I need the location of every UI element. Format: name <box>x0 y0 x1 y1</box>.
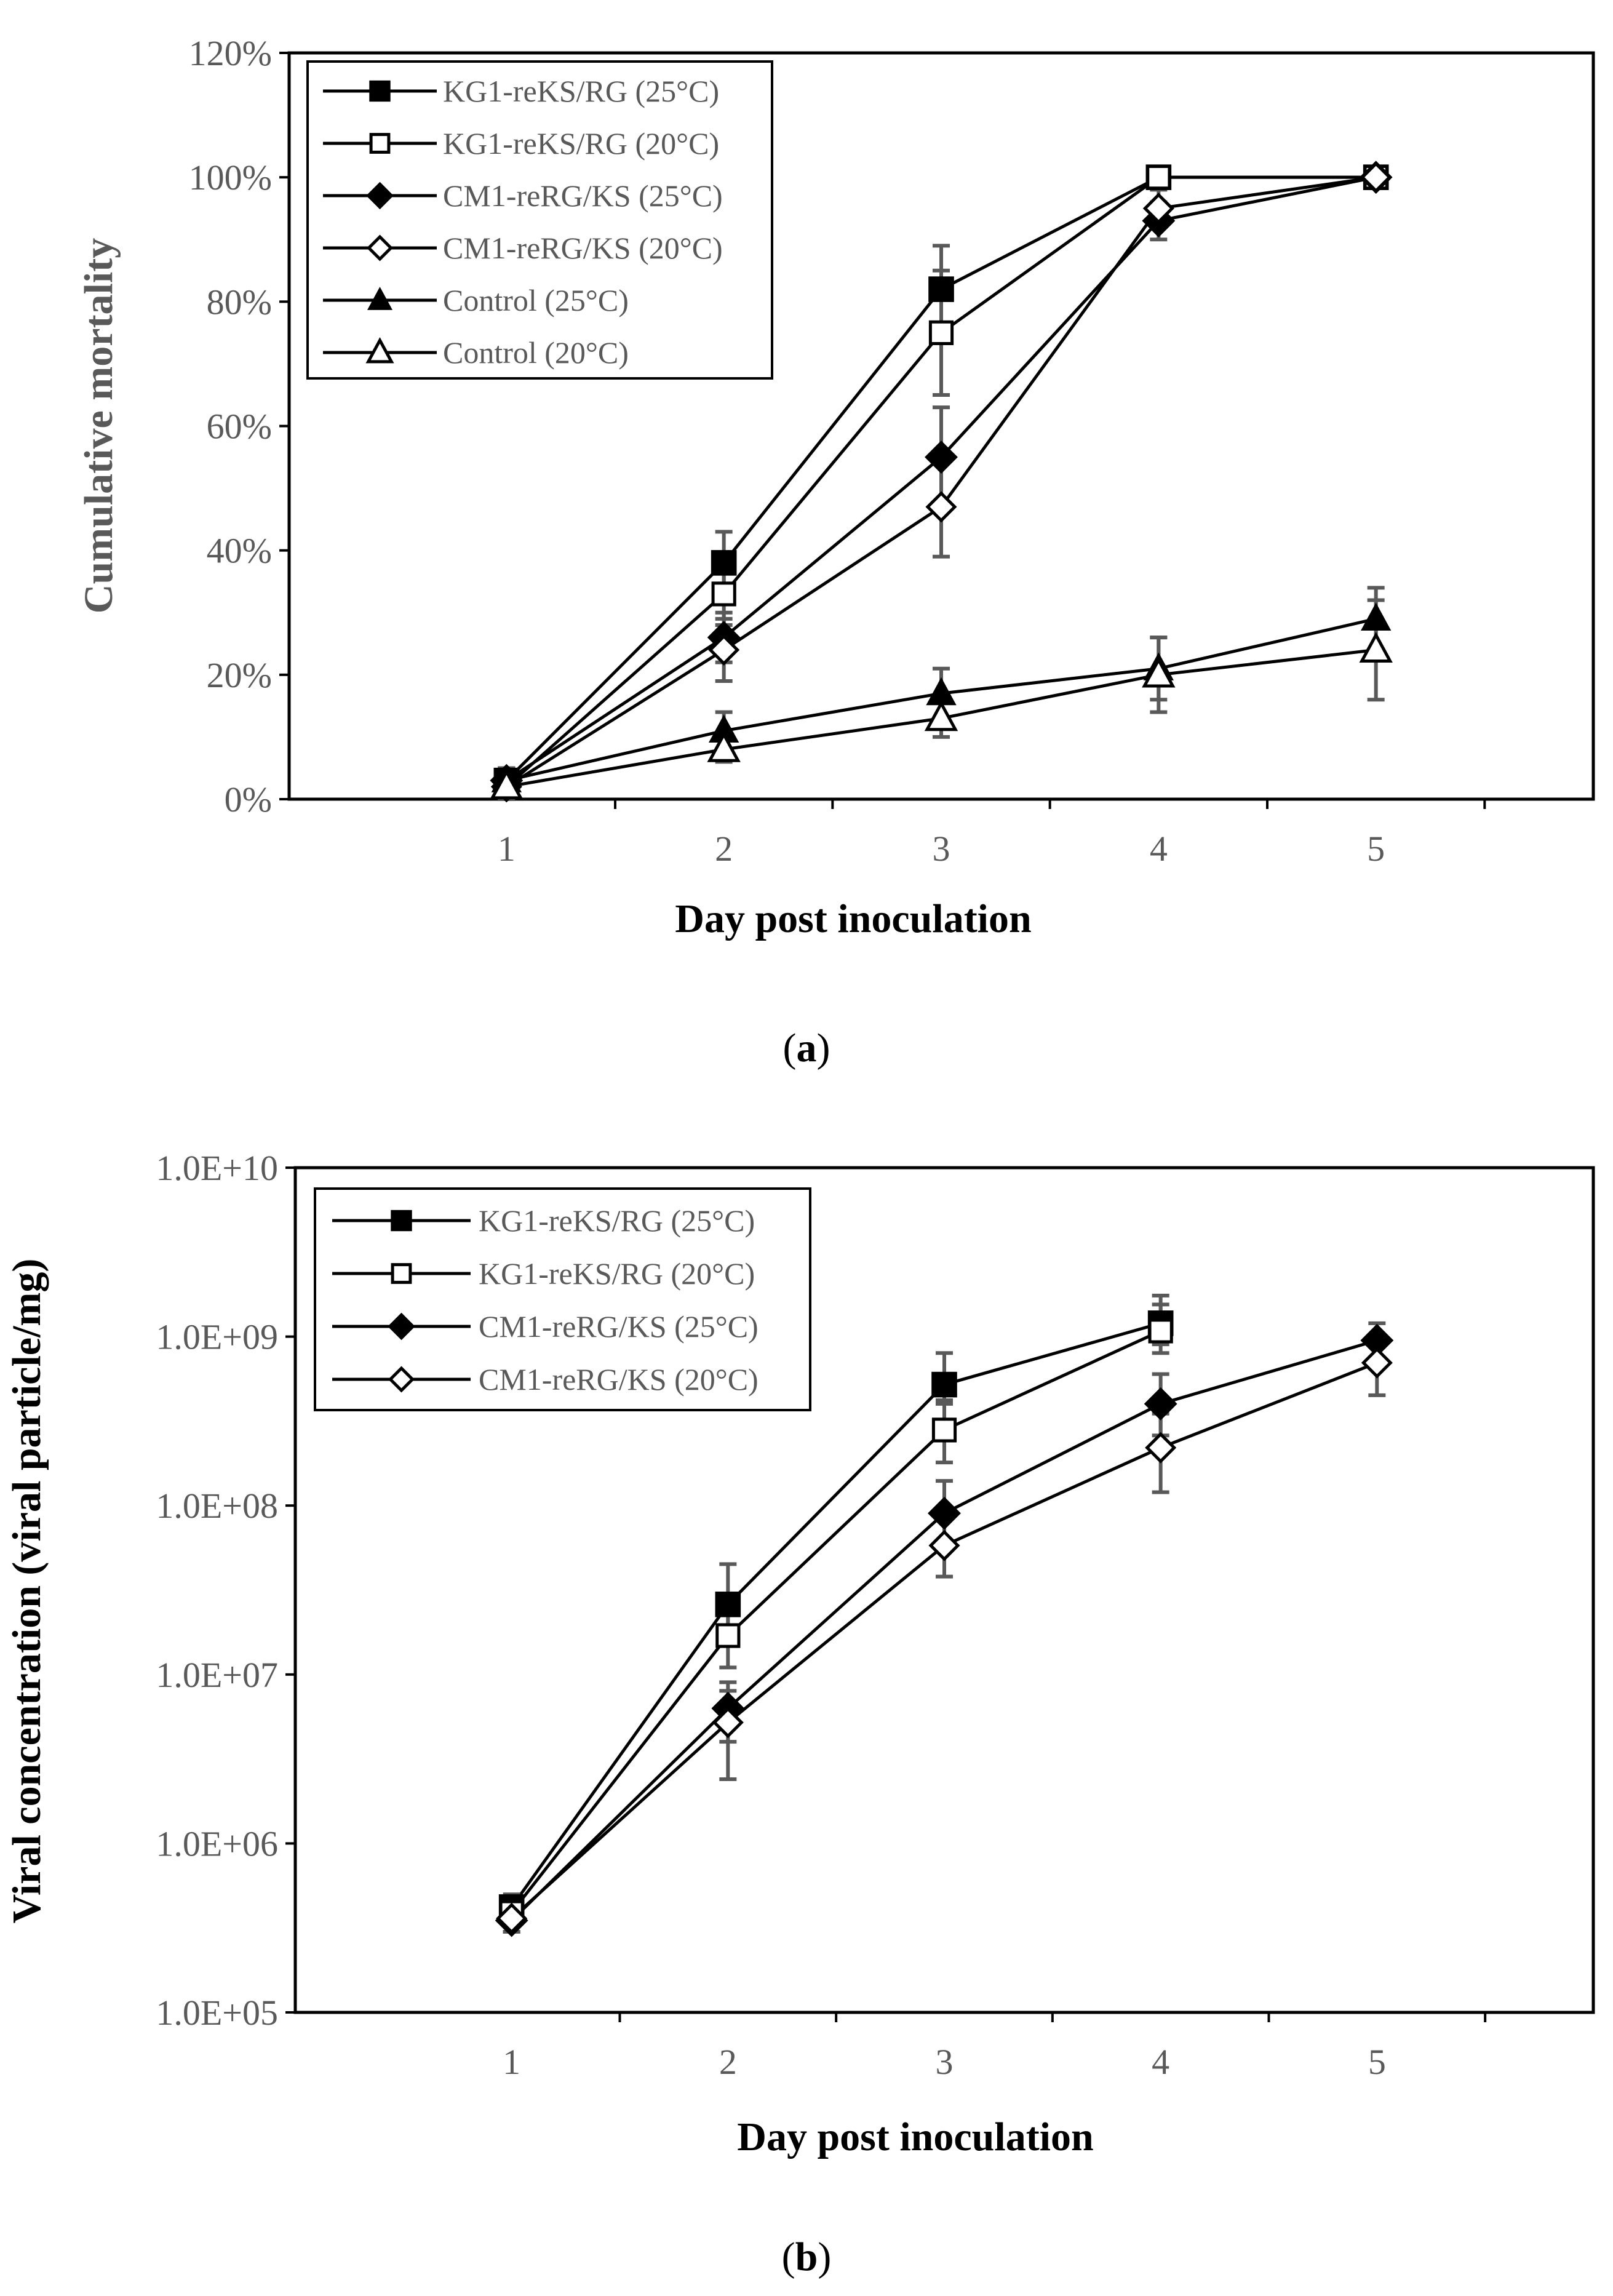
data-point <box>1145 1432 1177 1464</box>
panel-b-plot-area <box>293 1166 1595 2014</box>
panel-a-x-axis-title: Day post inoculation <box>675 896 1031 941</box>
y-tick-label: 0% <box>225 779 272 819</box>
panel-a-caption-letter: a <box>797 1026 817 1070</box>
data-point <box>496 1902 528 1934</box>
legend-entry: CM1-reRG/KS (20°C) <box>332 1362 759 1397</box>
legend-marker <box>369 133 391 154</box>
data-point <box>1359 631 1393 663</box>
data-point <box>711 581 736 607</box>
data-point <box>1361 1347 1393 1379</box>
legend-entry: CM1-reRG/KS (25°C) <box>323 178 723 213</box>
x-tick-label: 3 <box>933 829 950 869</box>
x-tick-label: 2 <box>715 829 733 869</box>
data-point <box>928 1496 961 1530</box>
data-point <box>928 276 954 302</box>
x-tick-label: 3 <box>936 2042 954 2082</box>
panel-b-x-axis-title: Day post inoculation <box>737 2115 1093 2159</box>
legend-label: KG1-reKS/RG (25°C) <box>443 74 719 108</box>
data-point <box>1360 602 1392 631</box>
panel-a-caption: (a) <box>783 1026 830 1070</box>
data-point <box>1360 161 1392 193</box>
legend-marker <box>366 234 394 261</box>
y-tick-label: 100% <box>189 157 272 197</box>
y-tick-label: 40% <box>207 531 272 571</box>
x-tick-label: 1 <box>503 2042 520 2082</box>
y-tick-label: 1.0E+05 <box>156 1993 278 2033</box>
legend-entry: KG1-reKS/RG (25°C) <box>323 74 719 108</box>
data-point <box>1146 165 1171 190</box>
panel-b-y-axis-title: Viral concentration (viral particle/mg) <box>4 1259 49 1924</box>
legend-label: Control (20°C) <box>443 335 629 370</box>
x-tick-label: 2 <box>719 2042 737 2082</box>
data-point <box>924 700 958 731</box>
legend-label: KG1-reKS/RG (20°C) <box>479 1256 755 1291</box>
legend-label: Control (25°C) <box>443 283 629 317</box>
series-line <box>510 1321 1161 1908</box>
y-tick-label: 80% <box>207 282 272 322</box>
panel-b-viral-concentration-chart: 1.0E+05 1.0E+06 1.0E+07 1.0E+08 1.0E+09 1.0E+… <box>4 1148 1595 2279</box>
data-point <box>925 491 957 523</box>
y-tick-label: 1.0E+10 <box>156 1148 278 1188</box>
data-point <box>1148 1318 1173 1344</box>
legend-marker <box>366 181 394 210</box>
panel-a-legend: KG1-reKS/RG (25°C) KG1-reKS/RG (20°C) CM1-… <box>306 60 773 380</box>
data-point <box>490 768 524 800</box>
legend-entry: Control (25°C) <box>323 283 629 317</box>
data-point <box>928 320 954 345</box>
data-point <box>1144 1387 1177 1421</box>
legend-label: CM1-reRG/KS (20°C) <box>479 1362 759 1397</box>
data-point <box>925 440 958 474</box>
y-tick-label: 1.0E+08 <box>156 1486 278 1526</box>
legend-label: KG1-reKS/RG (20°C) <box>443 126 719 161</box>
panel-a-mortality-chart: 0% 20% 40% 60% 80% 100% 120% 1 2 3 4 5 Cumulative … <box>76 33 1595 1070</box>
legend-marker <box>369 80 391 102</box>
y-tick-label: 120% <box>189 33 272 73</box>
legend-marker <box>388 1366 415 1393</box>
data-point <box>931 1371 957 1398</box>
legend-entry: KG1-reKS/RG (20°C) <box>332 1256 755 1291</box>
data-point <box>708 634 740 666</box>
x-tick-label: 5 <box>1368 2042 1386 2082</box>
data-point <box>931 1417 957 1443</box>
legend-marker <box>367 287 392 310</box>
panel-b-caption: (b) <box>782 2234 832 2279</box>
legend-entry: CM1-reRG/KS (20°C) <box>323 231 723 265</box>
series-line <box>510 1329 1161 1914</box>
data-point <box>711 550 737 576</box>
y-tick-label: 1.0E+07 <box>156 1655 278 1695</box>
legend-label: CM1-reRG/KS (25°C) <box>443 178 723 213</box>
legend-marker <box>391 1210 412 1232</box>
y-tick-label: 60% <box>207 407 272 447</box>
panel-a-legend-box <box>306 60 773 380</box>
legend-marker <box>391 1263 412 1284</box>
x-tick-label: 1 <box>498 829 516 869</box>
data-point <box>715 1623 741 1648</box>
x-tick-label: 4 <box>1150 829 1168 869</box>
data-point <box>1142 193 1174 225</box>
legend-marker <box>388 1312 415 1341</box>
data-point <box>928 1529 960 1561</box>
data-point <box>707 731 741 762</box>
data-point <box>715 1592 741 1617</box>
data-point <box>712 1707 744 1739</box>
x-tick-label: 5 <box>1367 829 1385 869</box>
y-tick-label: 1.0E+09 <box>156 1317 278 1357</box>
legend-entry: Control (20°C) <box>323 335 629 370</box>
legend-label: KG1-reKS/RG (25°C) <box>479 1203 755 1238</box>
legend-entry: KG1-reKS/RG (25°C) <box>332 1203 755 1238</box>
legend-label: CM1-reRG/KS (20°C) <box>443 231 723 265</box>
data-point <box>1142 656 1176 688</box>
panel-b-caption-letter: b <box>795 2234 818 2279</box>
legend-entry: KG1-reKS/RG (20°C) <box>323 126 719 161</box>
legend-marker <box>365 337 394 364</box>
panel-a-y-axis-title: Cumulative mortality <box>76 238 121 613</box>
x-tick-label: 4 <box>1152 2042 1169 2082</box>
y-tick-label: 1.0E+06 <box>156 1824 278 1864</box>
panel-b-legend: KG1-reKS/RG (25°C) KG1-reKS/RG (20°C) CM1-… <box>314 1187 811 1411</box>
y-tick-label: 20% <box>207 655 272 695</box>
legend-label: CM1-reRG/KS (25°C) <box>479 1309 759 1344</box>
legend-entry: CM1-reRG/KS (25°C) <box>332 1309 759 1344</box>
